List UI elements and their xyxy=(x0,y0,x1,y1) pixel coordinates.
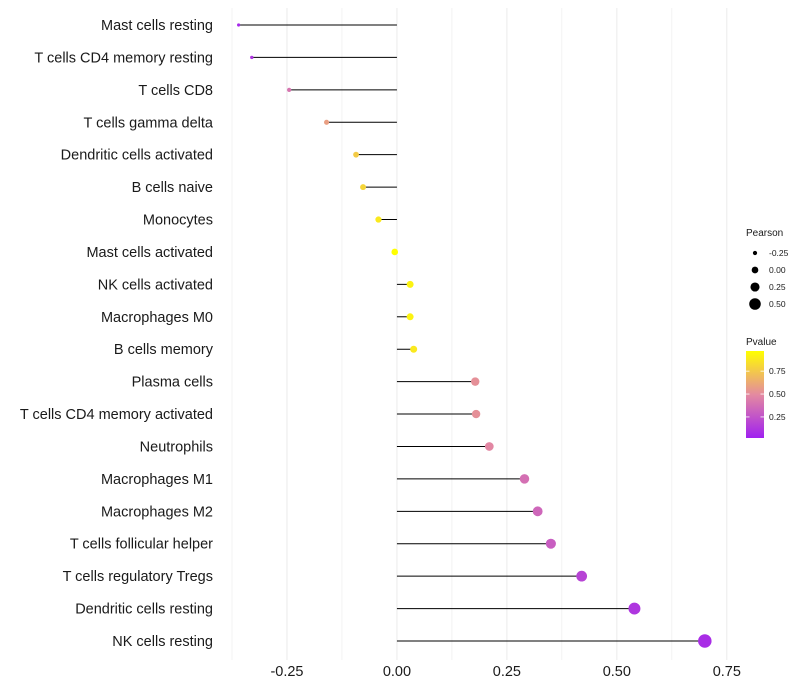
category-label: T cells CD4 memory activated xyxy=(20,407,213,423)
points xyxy=(237,23,712,648)
data-point xyxy=(406,280,414,288)
data-point xyxy=(410,345,418,353)
size-legend-key xyxy=(752,250,758,256)
x-axis-ticks: -0.25 0.00 0.25 0.50 0.75 xyxy=(270,664,740,680)
data-point xyxy=(353,151,359,158)
category-label: T cells gamma delta xyxy=(84,115,214,131)
data-point xyxy=(471,377,480,386)
color-legend: Pvalue 0.75 0.50 0.25 xyxy=(746,337,786,438)
category-label: T cells regulatory Tregs xyxy=(63,569,213,585)
category-label: Plasma cells xyxy=(132,375,213,391)
data-point xyxy=(324,119,330,125)
category-label: B cells memory xyxy=(114,342,214,358)
data-point xyxy=(406,313,414,321)
data-point xyxy=(532,506,543,517)
data-point xyxy=(250,55,254,60)
size-legend-label: 0.00 xyxy=(769,265,786,275)
data-point xyxy=(375,216,382,223)
size-legend-key xyxy=(749,298,761,310)
data-point xyxy=(628,602,641,615)
data-point xyxy=(237,23,241,27)
x-tick-label: 0.00 xyxy=(383,664,411,680)
data-point xyxy=(519,474,530,484)
color-legend-label: 0.50 xyxy=(769,389,786,399)
grid-lines xyxy=(231,8,728,660)
category-label: B cells naive xyxy=(132,180,213,196)
category-label: Mast cells resting xyxy=(101,18,213,34)
color-legend-label: 0.75 xyxy=(769,366,786,376)
x-tick-label: 0.50 xyxy=(603,664,631,680)
x-tick-label: 0.25 xyxy=(493,664,521,680)
category-label: NK cells resting xyxy=(112,634,213,650)
size-legend-key xyxy=(751,266,759,274)
category-label: Dendritic cells resting xyxy=(75,602,213,618)
category-labels: Mast cells resting T cells CD4 memory res… xyxy=(20,18,214,650)
size-legend-label: 0.25 xyxy=(769,282,786,292)
category-label: Neutrophils xyxy=(140,439,213,455)
data-point xyxy=(471,409,481,419)
data-point xyxy=(484,442,494,451)
category-label: NK cells activated xyxy=(98,277,213,293)
data-point xyxy=(287,87,292,92)
category-label: T cells CD8 xyxy=(138,83,213,99)
size-legend-label: 0.50 xyxy=(769,299,786,309)
color-legend-title: Pvalue xyxy=(746,337,777,348)
category-label: Macrophages M0 xyxy=(101,310,213,326)
data-point xyxy=(698,634,712,648)
size-legend: Pearson -0.25 0.00 0.25 0.50 xyxy=(746,228,789,310)
data-point xyxy=(391,248,399,256)
size-legend-label: -0.25 xyxy=(769,248,789,258)
data-point xyxy=(576,570,588,582)
data-point xyxy=(545,538,556,549)
category-label: Macrophages M1 xyxy=(101,472,213,488)
category-label: T cells follicular helper xyxy=(70,537,213,553)
category-label: Mast cells activated xyxy=(86,245,213,261)
category-label: Macrophages M2 xyxy=(101,504,213,520)
stems xyxy=(238,24,705,642)
size-legend-title: Pearson xyxy=(746,228,783,239)
color-legend-label: 0.25 xyxy=(769,412,786,422)
data-point xyxy=(360,184,367,191)
category-label: Monocytes xyxy=(143,213,213,229)
category-label: T cells CD4 memory resting xyxy=(34,50,213,66)
x-tick-label: 0.75 xyxy=(713,664,741,680)
size-legend-key xyxy=(750,282,760,292)
x-tick-label: -0.25 xyxy=(270,664,303,680)
category-label: Dendritic cells activated xyxy=(61,148,213,164)
color-legend-bar xyxy=(746,351,764,438)
